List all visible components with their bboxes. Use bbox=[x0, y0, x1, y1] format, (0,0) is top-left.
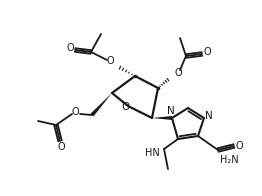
Text: HN: HN bbox=[145, 148, 160, 158]
Text: O: O bbox=[71, 107, 79, 117]
Text: O: O bbox=[203, 47, 211, 57]
Text: O: O bbox=[121, 102, 129, 112]
Polygon shape bbox=[152, 116, 172, 120]
Text: O: O bbox=[174, 68, 182, 78]
Text: H₂N: H₂N bbox=[220, 155, 239, 165]
Text: O: O bbox=[57, 142, 65, 152]
Text: N: N bbox=[205, 111, 213, 121]
Polygon shape bbox=[90, 93, 112, 116]
Text: O: O bbox=[106, 56, 114, 66]
Text: O: O bbox=[235, 141, 243, 151]
Text: O: O bbox=[66, 43, 74, 53]
Text: N: N bbox=[167, 106, 175, 116]
